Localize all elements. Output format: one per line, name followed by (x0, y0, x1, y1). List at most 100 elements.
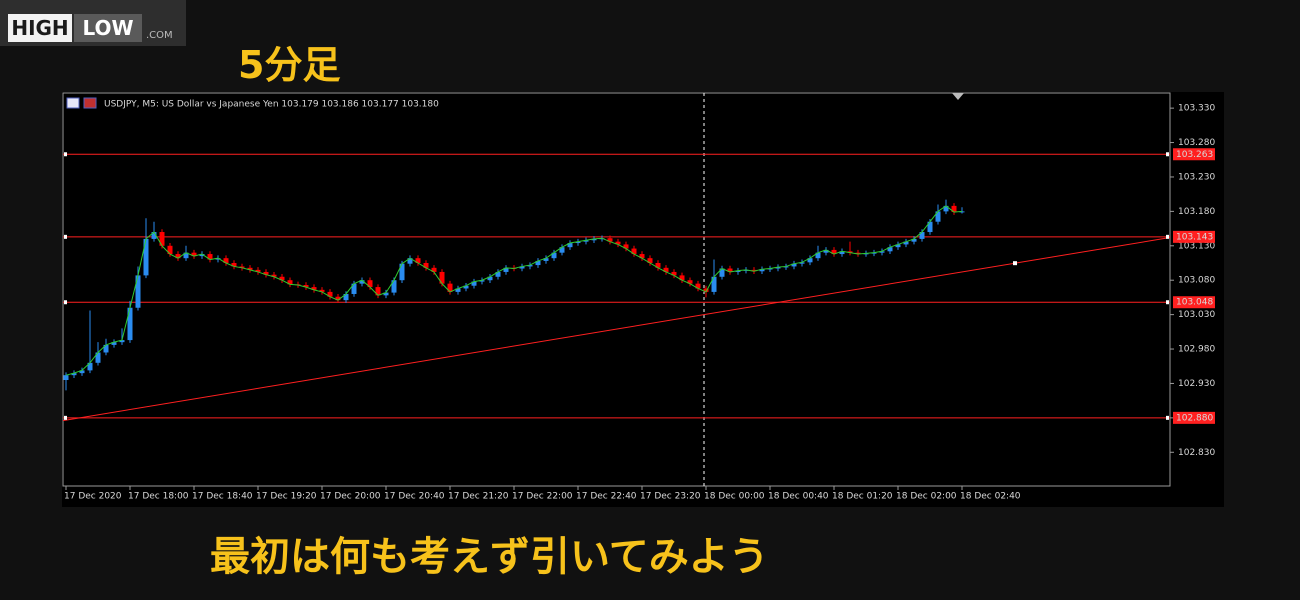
trendline-handle (1013, 261, 1017, 266)
x-tick-label: 17 Dec 19:20 (256, 492, 317, 502)
candle-body (271, 274, 277, 277)
candle-body (415, 258, 421, 264)
candle-body (695, 283, 701, 289)
candle-body (439, 271, 445, 284)
level-handle (1166, 415, 1169, 420)
candle-body (711, 276, 717, 292)
level-label: 103.048 (1176, 298, 1213, 308)
candle-body (703, 288, 709, 292)
candle-body (671, 271, 677, 276)
candle-body (559, 247, 565, 253)
candle-body (943, 205, 949, 212)
candle-body (167, 245, 173, 255)
candle-body (615, 241, 621, 245)
candle-body (655, 263, 661, 268)
candle-body (399, 263, 405, 281)
heading: 5分足 (238, 43, 340, 87)
candle-body (575, 241, 581, 244)
shift-marker (952, 93, 964, 100)
candle-body (199, 254, 205, 257)
candle-body (463, 285, 469, 289)
candle-body (527, 265, 533, 267)
level-label-box (1173, 296, 1215, 309)
candle-body (103, 344, 109, 353)
candle-body (335, 296, 341, 301)
chart-panel (62, 92, 1224, 507)
chart-icon (83, 97, 97, 109)
level-handle (64, 300, 67, 305)
candle-body (375, 287, 381, 296)
candle-body (447, 283, 453, 292)
y-tick-label: 103.180 (1178, 207, 1215, 217)
candle-body (583, 240, 589, 242)
candle-body (895, 244, 901, 248)
candle-body (879, 251, 885, 253)
candle-body (223, 258, 229, 264)
level-handle (64, 415, 67, 420)
logo-high-box (8, 14, 72, 42)
candle-body (119, 340, 125, 343)
level-label: 103.263 (1176, 150, 1213, 160)
candle-body (111, 342, 117, 345)
candle-body (935, 211, 941, 222)
candle-body (367, 280, 373, 288)
candle-body (551, 252, 557, 259)
candle-body (831, 249, 837, 255)
level-label: 102.880 (1176, 413, 1213, 423)
candle-body (479, 280, 485, 282)
level-label: 103.143 (1176, 232, 1213, 242)
y-tick-label: 103.130 (1178, 241, 1215, 251)
candle-body (911, 238, 917, 242)
caption: 最初は何も考えず引いてみよう (210, 534, 769, 580)
candle-body (751, 269, 757, 272)
level-label-box (1173, 230, 1215, 243)
candle-body (207, 254, 213, 260)
candle-body (391, 280, 397, 293)
candle-body (903, 241, 909, 245)
logo-low: LOW (82, 16, 133, 40)
level-handle (1166, 152, 1169, 157)
candle-body (847, 251, 853, 253)
candle-body (719, 268, 725, 277)
x-tick-label: 17 Dec 23:20 (640, 492, 701, 502)
candle-body (311, 287, 317, 290)
candle-body (359, 280, 365, 284)
candle-body (607, 238, 613, 242)
candle-body (183, 252, 189, 259)
candle-body (799, 262, 805, 264)
candle-body (151, 232, 157, 239)
y-tick-label: 103.280 (1178, 138, 1215, 148)
candle-body (727, 268, 733, 272)
level-handle (64, 234, 67, 239)
level-label-box (1173, 148, 1215, 161)
candle-body (455, 288, 461, 292)
candle-body (519, 266, 525, 269)
y-tick-label: 103.080 (1178, 276, 1215, 286)
logo-com: .COM (146, 30, 173, 41)
candle-body (327, 291, 333, 297)
candle-body (855, 252, 861, 255)
level-handle (64, 152, 67, 157)
candle-body (919, 232, 925, 239)
candle-body (639, 254, 645, 259)
candle-body (791, 263, 797, 267)
level-handle (1166, 300, 1169, 305)
candle-body (775, 267, 781, 269)
y-tick-label: 103.230 (1178, 172, 1215, 182)
candle-body (63, 375, 69, 381)
y-tick-label: 102.980 (1178, 345, 1215, 355)
close-line (65, 205, 963, 376)
x-tick-label: 17 Dec 2020 (64, 492, 122, 502)
candle-body (591, 238, 597, 241)
chart-icon (66, 97, 80, 109)
candle-body (383, 292, 389, 296)
x-tick-label: 17 Dec 22:40 (576, 492, 637, 502)
x-tick-label: 18 Dec 00:00 (704, 492, 765, 502)
candle-body (647, 258, 653, 264)
x-tick-label: 18 Dec 02:40 (960, 492, 1021, 502)
candle-body (351, 283, 357, 294)
y-tick-label: 103.030 (1178, 310, 1215, 320)
candle-body (495, 271, 501, 277)
level-handle (1166, 234, 1169, 239)
